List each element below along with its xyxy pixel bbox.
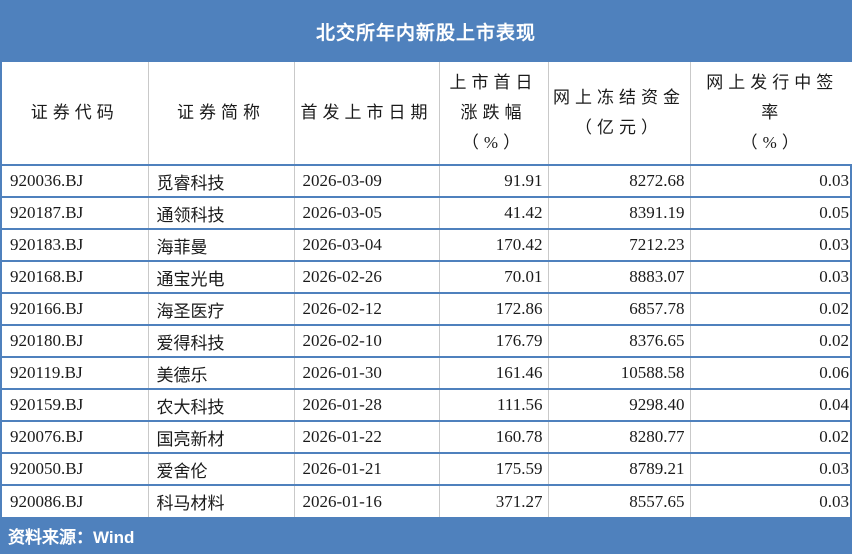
- table-cell: 0.02: [690, 325, 852, 358]
- column-header-security-code: 证券代码: [2, 62, 149, 166]
- table-row: 920168.BJ 通宝光电 2026-02-26 70.01 8883.07 0.03: [2, 261, 852, 294]
- table-cell: 920119.BJ: [2, 357, 149, 390]
- table-cell: 农大科技: [148, 389, 295, 422]
- table-cell: 国亮新材: [148, 421, 295, 454]
- table-cell: 2026-01-22: [294, 421, 440, 454]
- table-cell: 觅睿科技: [148, 165, 295, 198]
- table-cell: 2026-03-04: [294, 229, 440, 262]
- column-header-lottery-rate: 网上发行中签 率 （%）: [690, 62, 852, 166]
- table-cell: 920050.BJ: [2, 453, 149, 486]
- table-cell: 371.27: [439, 485, 549, 517]
- page-title: 北交所年内新股上市表现: [0, 0, 852, 62]
- table-cell: 0.02: [690, 293, 852, 326]
- table-body: 920036.BJ 觅睿科技 2026-03-09 91.91 8272.68 0.03 9…: [2, 165, 852, 517]
- table-cell: 8376.65: [548, 325, 691, 358]
- table-cell: 920076.BJ: [2, 421, 149, 454]
- table-cell: 海圣医疗: [148, 293, 295, 326]
- table-cell: 6857.78: [548, 293, 691, 326]
- table-cell: 0.03: [690, 165, 852, 198]
- table-cell: 通宝光电: [148, 261, 295, 294]
- table-row: 920166.BJ 海圣医疗 2026-02-12 172.86 6857.78 0.02: [2, 293, 852, 326]
- table-cell: 920086.BJ: [2, 485, 149, 517]
- column-header-frozen-funds: 网上冻结资金 （亿元）: [548, 62, 691, 166]
- column-header-first-day-change: 上市首日 涨跌幅 （%）: [439, 62, 549, 166]
- table-cell: 41.42: [439, 197, 549, 230]
- table-cell: 海菲曼: [148, 229, 295, 262]
- table-cell: 美德乐: [148, 357, 295, 390]
- table-cell: 91.91: [439, 165, 549, 198]
- table-cell: 8557.65: [548, 485, 691, 517]
- ipo-table: 证券代码 证券简称 首发上市日期 上市首日 涨跌幅 （%） 网上冻结资金 （亿元…: [2, 62, 852, 517]
- table-cell: 0.03: [819, 491, 849, 511]
- table-cell: 2026-02-12: [294, 293, 440, 326]
- ipo-table-container: 证券代码 证券简称 首发上市日期 上市首日 涨跌幅 （%） 网上冻结资金 （亿元…: [0, 62, 852, 517]
- table-header: 证券代码 证券简称 首发上市日期 上市首日 涨跌幅 （%） 网上冻结资金 （亿元…: [2, 62, 852, 166]
- table-cell: 920180.BJ: [2, 325, 149, 358]
- table-cell: 920166.BJ: [2, 293, 149, 326]
- table-cell: 0.06: [690, 357, 852, 390]
- table-row: 920180.BJ 爱得科技 2026-02-10 176.79 8376.65 0.02: [2, 325, 852, 358]
- table-cell: 2026-01-30: [294, 357, 440, 390]
- table-cell: 0.05: [690, 197, 852, 230]
- table-row: 920086.BJ 科马材料 2026-01-16 371.27 8557.65 0.03: [2, 485, 852, 517]
- table-cell: 920187.BJ: [2, 197, 149, 230]
- table-cell: 8280.77: [548, 421, 691, 454]
- table-cell: 爱得科技: [148, 325, 295, 358]
- table-cell: 8391.19: [548, 197, 691, 230]
- table-cell: 7212.23: [548, 229, 691, 262]
- table-row: 920050.BJ 爱舍伦 2026-01-21 175.59 8789.21 0.03: [2, 453, 852, 486]
- table-row: 920119.BJ 美德乐 2026-01-30 161.46 10588.58 0.06: [2, 357, 852, 390]
- table-cell: 920036.BJ: [2, 165, 149, 198]
- table-header-row: 证券代码 证券简称 首发上市日期 上市首日 涨跌幅 （%） 网上冻结资金 （亿元…: [2, 62, 852, 166]
- table-cell: 2026-01-28: [294, 389, 440, 422]
- table-cell: 170.42: [439, 229, 549, 262]
- column-header-listing-date: 首发上市日期: [294, 62, 440, 166]
- table-row: 920036.BJ 觅睿科技 2026-03-09 91.91 8272.68 0.03: [2, 165, 852, 198]
- table-cell: 8789.21: [548, 453, 691, 486]
- table-cell: 10588.58: [548, 357, 691, 390]
- table-cell: 111.56: [439, 389, 549, 422]
- table-cell: 8883.07: [548, 261, 691, 294]
- table-cell: 0.03: [690, 453, 852, 486]
- table-cell: 0.03: [690, 229, 852, 262]
- table-cell: 920183.BJ: [2, 229, 149, 262]
- table-cell: 2026-03-09: [294, 165, 440, 198]
- table-cell: 2026-01-21: [294, 453, 440, 486]
- table-cell: 8272.68: [548, 165, 691, 198]
- table-cell: 科马材料: [148, 485, 295, 517]
- table-cell: 70.01: [439, 261, 549, 294]
- table-cell: 0.03: [690, 261, 852, 294]
- table-cell: 0.02: [690, 421, 852, 454]
- table-cell: 175.59: [439, 453, 549, 486]
- table-cell: 161.46: [439, 357, 549, 390]
- table-cell: 通领科技: [148, 197, 295, 230]
- table-cell: 9298.40: [548, 389, 691, 422]
- table-row: 920076.BJ 国亮新材 2026-01-22 160.78 8280.77 0.02: [2, 421, 852, 454]
- table-row: 920183.BJ 海菲曼 2026-03-04 170.42 7212.23 0.03: [2, 229, 852, 262]
- table-cell: 172.86: [439, 293, 549, 326]
- table-cell: 爱舍伦: [148, 453, 295, 486]
- column-header-security-name: 证券简称: [148, 62, 295, 166]
- table-row: 920159.BJ 农大科技 2026-01-28 111.56 9298.40 0.04: [2, 389, 852, 422]
- table-cell: 920168.BJ: [2, 261, 149, 294]
- table-cell: 2026-02-10: [294, 325, 440, 358]
- table-cell: 2026-03-05: [294, 197, 440, 230]
- table-cell: 0.04: [690, 389, 852, 422]
- table-cell: 2026-01-16: [294, 485, 440, 517]
- table-cell: 2026-02-26: [294, 261, 440, 294]
- source-note: 资料来源：Wind: [0, 517, 852, 554]
- table-cell: 160.78: [439, 421, 549, 454]
- table-cell: 176.79: [439, 325, 549, 358]
- table-cell: 920159.BJ: [2, 389, 149, 422]
- table-row: 920187.BJ 通领科技 2026-03-05 41.42 8391.19 0.05: [2, 197, 852, 230]
